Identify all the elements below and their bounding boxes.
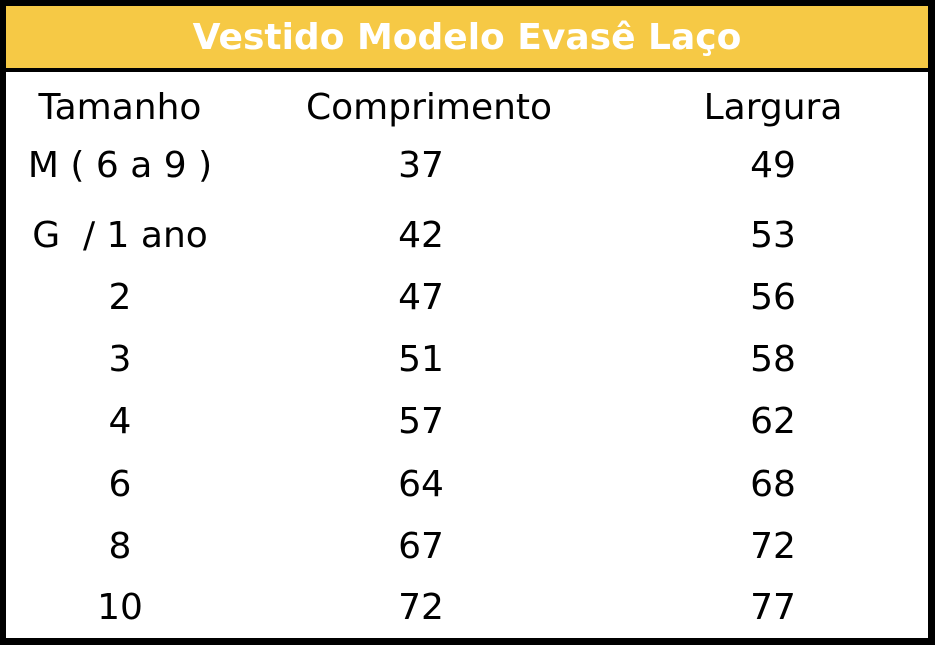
width-cell: 53 <box>750 215 796 256</box>
size-cell: 3 <box>108 339 132 380</box>
length-cell: 67 <box>398 526 444 567</box>
table-row: 6 64 68 <box>6 457 928 513</box>
width-cell: 62 <box>750 401 796 442</box>
width-cell: 72 <box>750 526 796 567</box>
table-row: 4 57 62 <box>6 394 928 450</box>
length-cell: 72 <box>398 587 444 628</box>
length-cell: 51 <box>398 339 444 380</box>
width-cell: 77 <box>750 587 796 628</box>
size-table: Vestido Modelo Evasê Laço Tamanho Compri… <box>6 6 928 638</box>
length-cell: 57 <box>398 401 444 442</box>
table-title: Vestido Modelo Evasê Laço <box>6 6 928 68</box>
width-cell: 56 <box>750 277 796 318</box>
title-divider <box>6 68 928 72</box>
table-row: M ( 6 a 9 ) 37 49 <box>6 138 928 194</box>
size-cell: M ( 6 a 9 ) <box>27 145 213 186</box>
length-cell: 64 <box>398 464 444 505</box>
size-cell: 4 <box>108 401 132 442</box>
size-cell: 10 <box>97 587 143 628</box>
header-width: Largura <box>703 87 843 128</box>
size-cell: 2 <box>108 277 132 318</box>
size-cell: 8 <box>108 526 132 567</box>
length-cell: 37 <box>398 145 444 186</box>
width-cell: 68 <box>750 464 796 505</box>
size-cell: G / 1 ano <box>32 215 208 256</box>
width-cell: 58 <box>750 339 796 380</box>
width-cell: 49 <box>750 145 796 186</box>
length-cell: 47 <box>398 277 444 318</box>
table-row: 8 67 72 <box>6 519 928 575</box>
table-row: 10 72 77 <box>6 580 928 636</box>
table-row: G / 1 ano 42 53 <box>6 208 928 264</box>
header-row: Tamanho Comprimento Largura <box>6 80 928 136</box>
table-row: 2 47 56 <box>6 270 928 326</box>
header-length: Comprimento <box>306 87 553 128</box>
header-size: Tamanho <box>38 87 202 128</box>
length-cell: 42 <box>398 215 444 256</box>
size-cell: 6 <box>108 464 132 505</box>
table-row: 3 51 58 <box>6 332 928 388</box>
